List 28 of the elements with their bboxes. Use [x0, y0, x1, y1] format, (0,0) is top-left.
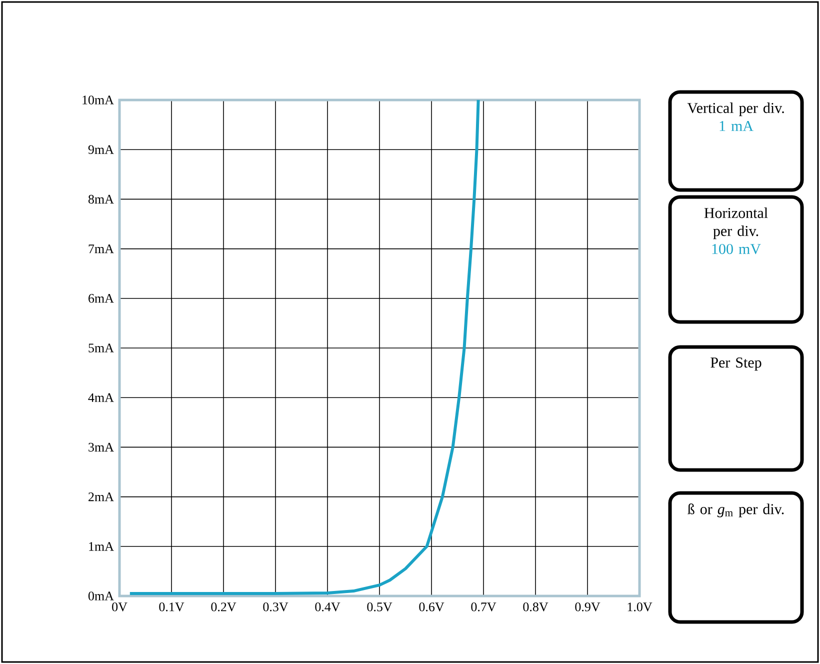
y-tick-label: 7mA — [88, 244, 114, 254]
y-tick-label: 0mA — [88, 592, 114, 600]
text: Per Step — [710, 358, 762, 371]
x-tick-label: 0.7V — [471, 602, 496, 612]
x-tick-label: 0.2V — [211, 602, 236, 612]
y-tick-label: 1mA — [89, 542, 114, 551]
x-tick-label: 0.1V — [159, 602, 184, 612]
x-tick-label: 0.6V — [419, 602, 444, 612]
x-tick-label: 0.5V — [367, 602, 392, 612]
text: 100 mV — [712, 244, 761, 254]
y-tick-label: 10mA — [82, 96, 114, 104]
y-tick-label: 6mA — [88, 294, 114, 303]
x-tick-label: 0.8V — [523, 602, 548, 612]
y-tick-label: 2mA — [88, 492, 114, 502]
text: 1 mA — [720, 121, 754, 131]
x-tick-label: 0.3V — [263, 602, 288, 612]
x-tick-label: 0V — [112, 602, 128, 612]
y-tick-label: 3mA — [88, 442, 114, 452]
x-tick-label: 0.4V — [315, 602, 340, 612]
x-tick-label: 1.0V — [628, 602, 652, 612]
y-tick-label: 5mA — [88, 344, 114, 352]
text: ß or g$_{m}$ per div. — [688, 504, 784, 518]
text: Vertical per div. — [687, 102, 784, 116]
y-tick-label: 8mA — [88, 194, 114, 204]
y-tick-label: 9mA — [88, 145, 114, 154]
y-tick-label: 4mA — [88, 393, 114, 402]
x-tick-label: 0.9V — [575, 602, 600, 612]
text: Horizontal per div. — [704, 208, 768, 240]
